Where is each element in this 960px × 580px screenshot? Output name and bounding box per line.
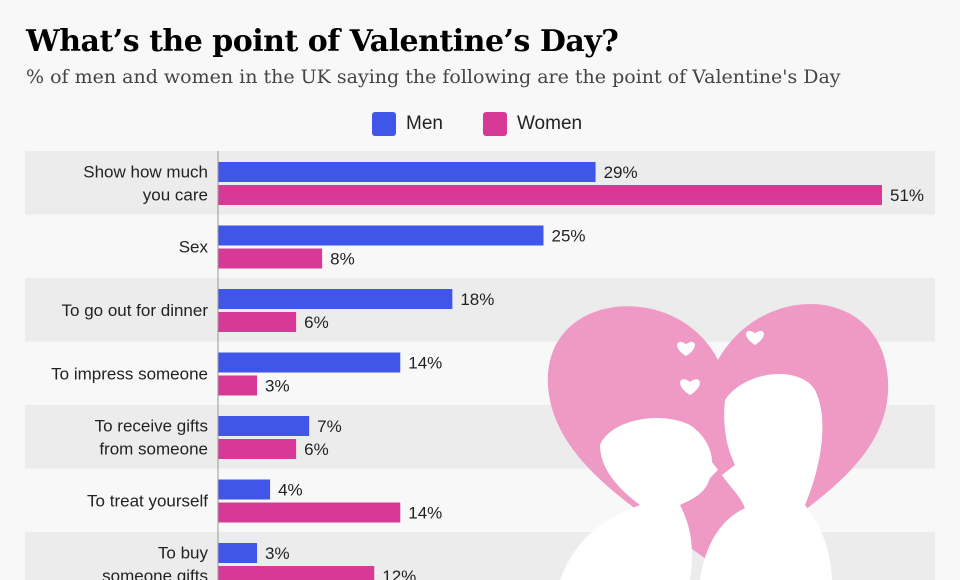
bar-men bbox=[218, 162, 596, 182]
category-label: To treat yourself bbox=[87, 491, 208, 510]
category-label: Sex bbox=[179, 237, 209, 256]
bar-men bbox=[218, 352, 401, 373]
data-label-men: 25% bbox=[551, 227, 585, 246]
row-band bbox=[25, 278, 935, 342]
data-label-women: 51% bbox=[890, 186, 924, 205]
legend-item-women: Women bbox=[482, 112, 583, 136]
data-label-women: 3% bbox=[265, 377, 290, 396]
category-label: To go out for dinner bbox=[62, 301, 209, 320]
bar-men bbox=[218, 225, 544, 246]
data-label-women: 14% bbox=[408, 504, 442, 523]
row-band bbox=[25, 405, 935, 469]
data-label-men: 14% bbox=[408, 354, 442, 373]
chart-subtitle: % of men and women in the UK saying the … bbox=[26, 66, 841, 88]
bar-women bbox=[218, 375, 258, 396]
legend-label-women: Women bbox=[516, 113, 583, 134]
legend-swatch-men bbox=[372, 112, 396, 136]
bar-women bbox=[218, 312, 297, 332]
data-label-men: 7% bbox=[317, 417, 342, 436]
category-label: from someone bbox=[99, 439, 208, 458]
category-label: To buy bbox=[158, 543, 209, 562]
data-label-men: 4% bbox=[278, 481, 303, 500]
category-label: To impress someone bbox=[51, 364, 208, 383]
data-label-women: 6% bbox=[304, 440, 329, 459]
bar-women bbox=[218, 439, 297, 459]
couple-silhouette-icon bbox=[560, 373, 832, 580]
row-band bbox=[25, 532, 935, 580]
category-label: To receive gifts bbox=[95, 416, 208, 435]
data-label-women: 8% bbox=[330, 250, 355, 269]
small-heart-icon bbox=[680, 379, 700, 395]
bar-women bbox=[218, 502, 401, 523]
legend-label-men: Men bbox=[406, 113, 443, 134]
chart-title: What’s the point of Valentine’s Day? bbox=[26, 24, 619, 59]
bar-women bbox=[218, 566, 375, 580]
category-label: Show how much bbox=[83, 162, 208, 181]
small-heart-icon bbox=[677, 341, 695, 356]
bar-men bbox=[218, 289, 453, 309]
small-heart-icon bbox=[746, 330, 764, 345]
legend: Men Women bbox=[372, 112, 582, 136]
bar-men bbox=[218, 416, 310, 436]
bar-women bbox=[218, 185, 882, 205]
bar-men bbox=[218, 479, 271, 500]
data-label-women: 6% bbox=[304, 313, 329, 332]
row-band bbox=[25, 151, 935, 215]
legend-item-men: Men bbox=[372, 112, 443, 136]
bar-women bbox=[218, 248, 323, 269]
heart-shape bbox=[547, 304, 889, 572]
data-label-men: 29% bbox=[604, 163, 638, 182]
data-label-women: 12% bbox=[382, 567, 416, 580]
legend-swatch-women bbox=[482, 112, 507, 136]
data-label-men: 18% bbox=[460, 290, 494, 309]
category-label: you care bbox=[143, 185, 208, 204]
bar-men bbox=[218, 543, 258, 563]
data-label-men: 3% bbox=[265, 544, 290, 563]
category-label: someone gifts bbox=[102, 566, 208, 580]
heart-couple-illustration bbox=[547, 304, 889, 580]
